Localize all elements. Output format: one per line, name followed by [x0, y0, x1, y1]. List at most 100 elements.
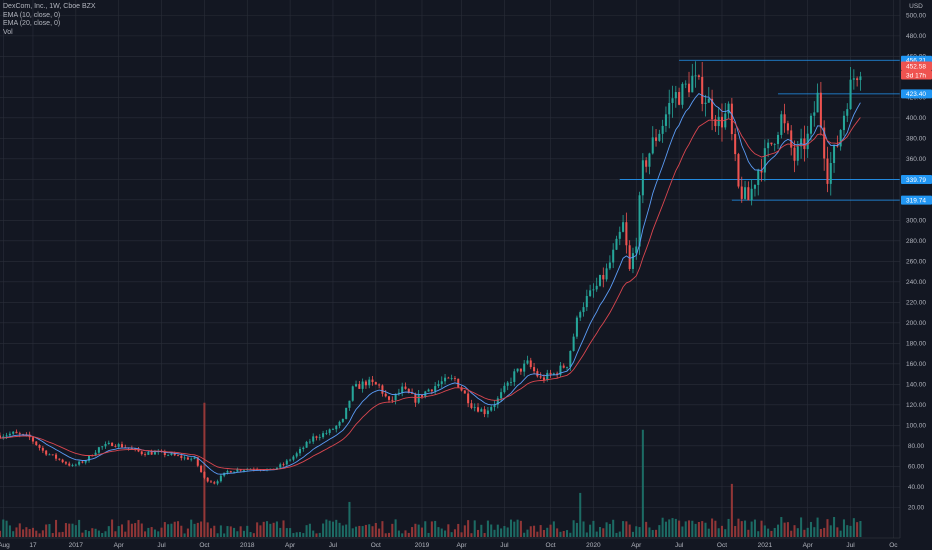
volume-bar	[266, 521, 269, 537]
candle-up	[8, 433, 11, 436]
candle-up	[216, 481, 219, 484]
candle-up	[397, 392, 400, 394]
legend-ema10[interactable]: EMA (10, close, 0)	[3, 11, 61, 19]
volume-bar	[414, 523, 417, 537]
candle-down	[790, 130, 793, 148]
volume-bar	[645, 521, 648, 537]
grid-lines	[0, 0, 900, 538]
candle-up	[559, 365, 562, 375]
volume-bar	[252, 533, 255, 537]
volume-bar	[64, 523, 67, 537]
volume-bar	[453, 529, 456, 537]
candle-up	[233, 471, 236, 473]
volume-bar	[658, 525, 661, 537]
volume-bar	[193, 523, 196, 537]
candle-down	[533, 367, 536, 372]
price-axis[interactable]: USD 20.00 40.00 60.00 80.00 100.00 120.00 140.0…	[899, 0, 932, 550]
volume-bar	[750, 521, 753, 537]
volume-bar	[249, 532, 252, 537]
candle-down	[711, 98, 714, 120]
volume-bar	[496, 524, 499, 537]
volume-bar	[200, 521, 203, 537]
candle-down	[378, 384, 381, 386]
candle-up	[107, 442, 110, 445]
volume-bar	[856, 522, 859, 537]
legend-vol[interactable]: Vol	[3, 28, 13, 36]
candle-down	[61, 459, 64, 463]
volume-bar	[622, 521, 625, 537]
candle-up	[552, 373, 555, 375]
volume-bar	[322, 523, 325, 537]
volume-bar	[809, 521, 813, 537]
volume-bar	[104, 531, 107, 537]
candle-up	[444, 377, 447, 382]
candle-down	[81, 461, 84, 463]
volume-bar	[341, 525, 344, 537]
volume-bar	[842, 519, 845, 537]
volume-bar	[440, 528, 443, 537]
candle-up	[351, 386, 354, 401]
candle-up	[78, 461, 81, 465]
volume-bar	[529, 526, 532, 537]
legend-symbol[interactable]: DexCom, Inc., 1W, Cboe BZX	[3, 3, 96, 10]
candle-up	[846, 109, 849, 116]
volume-bar	[681, 526, 684, 537]
candle-up	[348, 400, 351, 408]
x-tick-label: Oct	[717, 542, 727, 549]
candle-down	[483, 409, 486, 415]
volume-bar	[707, 528, 710, 537]
candle-up	[2, 436, 5, 439]
candle-up	[325, 432, 328, 434]
volume-bar	[111, 519, 114, 537]
legend-ema20[interactable]: EMA (20, close, 0)	[3, 20, 61, 27]
x-tick-label: 2017	[69, 542, 84, 549]
volume-bar	[753, 519, 756, 537]
volume-bar	[308, 523, 311, 537]
x-tick-label: Apr	[114, 542, 125, 549]
volume-bar	[806, 527, 809, 537]
volume-bar	[450, 532, 453, 537]
candle-up	[622, 222, 625, 232]
volume-bar	[763, 525, 766, 537]
candle-up	[661, 125, 664, 134]
candle-up	[279, 464, 282, 468]
volume-bar	[236, 531, 239, 537]
volume-bar	[813, 527, 816, 537]
volume-bar	[81, 532, 84, 537]
volume-bar	[180, 525, 183, 537]
horizontal-levels[interactable]	[619, 59, 900, 201]
candle-down	[760, 170, 763, 173]
chart-legend: DexCom, Inc., 1W, Cboe BZX EMA (10, clos…	[3, 3, 96, 37]
candle-down	[282, 464, 285, 466]
candle-down	[140, 451, 143, 455]
time-axis-bg	[0, 538, 932, 550]
candle-down	[803, 138, 806, 150]
volume-bar	[295, 532, 298, 537]
candle-up	[167, 454, 170, 456]
countdown-tag: 3d 17h	[906, 72, 926, 79]
candle-up	[631, 253, 634, 269]
candle-up	[816, 92, 819, 113]
candle-up	[684, 83, 687, 85]
volume-bar	[668, 519, 671, 537]
candle-up	[335, 425, 338, 430]
volume-bar	[839, 530, 842, 537]
candle-up	[219, 475, 222, 482]
volume-bar	[117, 526, 120, 537]
volume-bar	[417, 524, 420, 537]
candle-down	[549, 372, 552, 375]
volume-bar	[605, 522, 608, 537]
volume-bar	[328, 520, 331, 537]
candle-down	[58, 458, 61, 460]
volume-bar	[364, 524, 367, 537]
candle-up	[582, 307, 585, 313]
volume-bar	[859, 520, 862, 537]
volume-bar	[427, 532, 430, 537]
y-tick-label: 220.00	[906, 300, 926, 307]
volume-bar	[355, 526, 358, 537]
candle-down	[529, 360, 532, 368]
time-axis[interactable]: Aug 17 2017 Apr Jul Oct 2018 Apr Jul Oct 2019 Apr Ju…	[0, 537, 932, 550]
volume-bar	[190, 519, 193, 537]
last-price-tag: 452.58	[906, 63, 926, 70]
